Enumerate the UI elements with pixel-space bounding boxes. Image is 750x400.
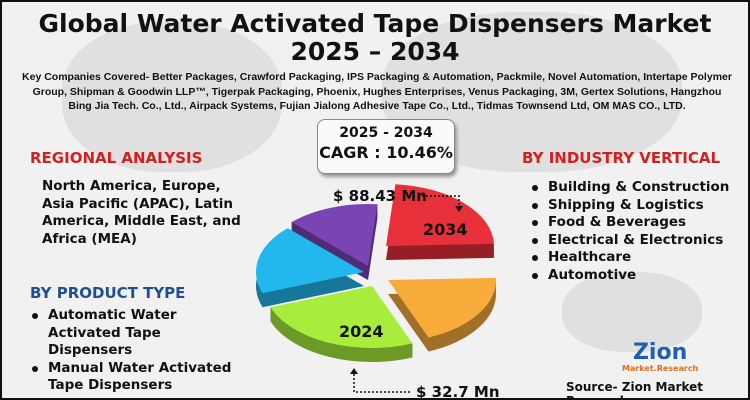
label-2034: 2034	[423, 220, 468, 239]
logo-name: Zion	[632, 340, 688, 365]
arrow-down-icon	[455, 206, 463, 212]
pie-slice-orange	[388, 277, 497, 338]
pie-slice-green	[270, 286, 413, 349]
product-heading: BY PRODUCT TYPE	[30, 284, 186, 302]
pie-slice-purple	[291, 204, 378, 266]
list-item: Healthcare	[530, 249, 729, 267]
cagr-box: 2025 - 2034 CAGR : 10.46%	[317, 119, 455, 174]
list-item: Automatic Water Activated Tape Dispenser…	[30, 307, 245, 360]
pie-slice-blue	[255, 228, 364, 294]
regional-text: North America, Europe, Asia Pacific (APA…	[42, 178, 241, 247]
key-companies: Key Companies Covered- Better Packages, …	[22, 71, 732, 112]
pie-slice-red	[386, 184, 494, 246]
title-line-2: 2025 – 2034	[290, 37, 460, 66]
world-map-bg	[62, 22, 282, 172]
source-text: Source- Zion Market Research	[566, 380, 704, 398]
value-2034: $ 88.43 Mn	[333, 187, 427, 205]
list-item: Shipping & Logistics	[530, 197, 729, 215]
list-item: Automotive	[530, 267, 729, 285]
industry-heading: BY INDUSTRY VERTICAL	[522, 149, 721, 167]
regional-heading: REGIONAL ANALYSIS	[30, 149, 203, 167]
zion-logo: Zion Market.Research	[622, 340, 699, 374]
product-list: Automatic Water Activated Tape Dispenser…	[30, 307, 245, 395]
cagr-period: 2025 - 2034	[339, 125, 433, 141]
list-item: Building & Construction	[530, 179, 729, 197]
list-item: Electrical & Electronics	[530, 232, 729, 250]
label-2024: 2024	[339, 322, 384, 341]
world-map-bg	[562, 272, 702, 352]
list-item: Food & Beverages	[530, 214, 729, 232]
logo-sub: Market.Research	[622, 364, 699, 373]
title-line-1: Global Water Activated Tape Dispensers M…	[38, 9, 712, 38]
connector-2034	[422, 195, 460, 207]
arrow-up-icon	[350, 368, 358, 374]
value-2024: $ 32.7 Mn	[416, 383, 500, 400]
list-item: Manual Water Activated Tape Dispensers	[30, 360, 245, 395]
connector-2024	[353, 374, 412, 393]
industry-list: Building & Construction Shipping & Logis…	[530, 179, 729, 284]
cagr-value: CAGR : 10.46%	[319, 143, 453, 162]
